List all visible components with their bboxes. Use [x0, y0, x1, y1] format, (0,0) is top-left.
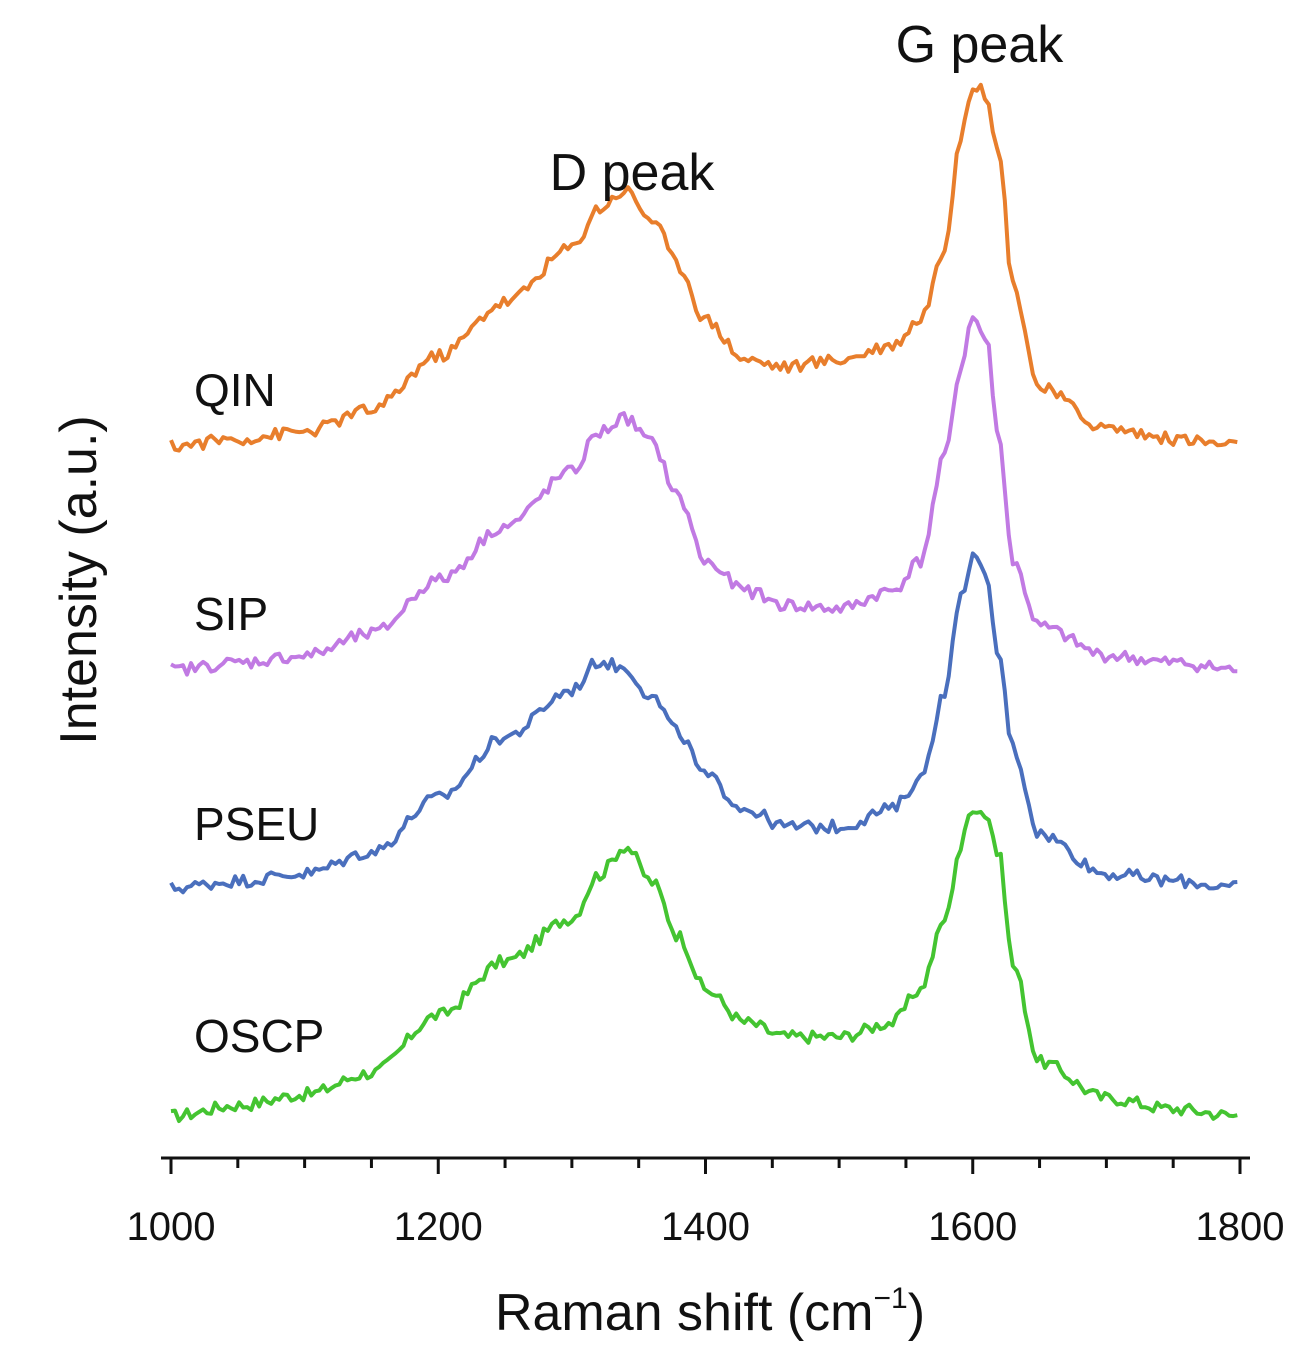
series-line-pseu	[169, 551, 1238, 895]
series-labels: OSCP PSEU SIP QIN	[194, 364, 324, 1062]
series-line-oscp	[170, 809, 1238, 1123]
x-axis-title-main: Raman shift (cm	[495, 1284, 874, 1342]
x-tick-label-1200: 1200	[394, 1205, 483, 1249]
series-line-sip	[170, 315, 1238, 677]
peak-annotations: D peak G peak	[550, 16, 1065, 202]
series-line-qin	[169, 82, 1238, 453]
series-label-sip: SIP	[194, 588, 268, 640]
y-axis-title: Intensity (a.u.)	[50, 415, 108, 744]
g-peak-annotation: G peak	[896, 16, 1065, 74]
x-axis-title-exponent: −1	[873, 1282, 907, 1315]
x-axis-title: Raman shift (cm−1)	[495, 1282, 925, 1342]
x-tick-label-1400: 1400	[661, 1205, 750, 1249]
series-layer	[169, 82, 1238, 1123]
x-tick-label-1000: 1000	[127, 1205, 216, 1249]
d-peak-annotation: D peak	[550, 144, 716, 202]
series-label-pseu: PSEU	[194, 798, 319, 850]
x-tick-label-1800: 1800	[1196, 1205, 1285, 1249]
series-label-oscp: OSCP	[194, 1010, 324, 1062]
series-label-qin: QIN	[194, 364, 276, 416]
x-axis-title-close: )	[908, 1284, 925, 1342]
x-tick-label-1600: 1600	[928, 1205, 1017, 1249]
x-axis: 1000 1200 1400 1600 1800	[127, 1156, 1285, 1249]
